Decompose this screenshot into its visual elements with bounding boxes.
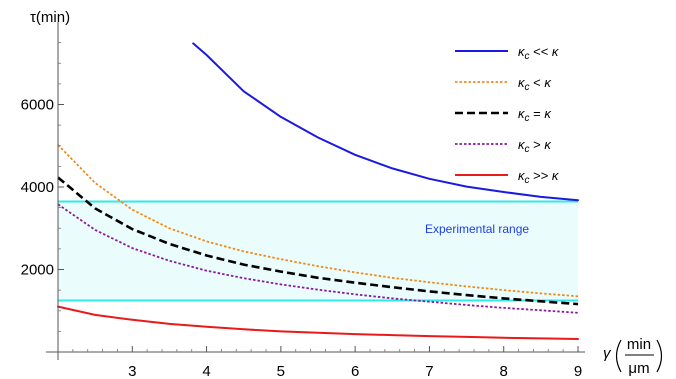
axes: 3 4 5 6 7 8 9 2000 4000 6000 [21, 22, 585, 379]
x-axis-title-left-paren [615, 339, 622, 373]
x-tick-label: 6 [351, 363, 359, 379]
series-line-3 [57, 176, 579, 306]
legend: κc << κ κc < κ κc = κ κc > κ κc >> κ [455, 44, 560, 186]
x-tick-label: 8 [500, 363, 508, 379]
series-line-4 [57, 203, 579, 314]
x-tick-label: 3 [128, 363, 136, 379]
x-axis-title-numerator: min [627, 336, 651, 353]
legend-label-2: κc < κ [518, 75, 552, 93]
x-axis-title: γ min μm [603, 336, 663, 377]
series-layer [57, 42, 579, 340]
x-axis-title-right-paren [656, 339, 663, 373]
experimental-range-fill [58, 201, 578, 301]
x-tick-label: 7 [425, 363, 433, 379]
legend-label-5: κc >> κ [518, 168, 560, 186]
experimental-range-label: Experimental range [425, 222, 529, 236]
series-line-5 [57, 305, 579, 340]
y-axis-title: τ(min) [30, 9, 70, 26]
series-line-1 [192, 42, 579, 202]
y-tick-label: 2000 [21, 262, 54, 279]
x-tick-label: 4 [202, 363, 210, 379]
legend-label-3: κc = κ [518, 106, 552, 124]
y-tick-label: 6000 [21, 97, 54, 114]
x-axis-title-denominator: μm [628, 360, 649, 377]
legend-label-4: κc > κ [518, 137, 552, 155]
experimental-range-region: Experimental range [58, 200, 578, 302]
x-tick-label: 5 [277, 363, 285, 379]
y-tick-label: 4000 [21, 179, 54, 196]
x-tick-label: 9 [574, 363, 582, 379]
tick-layer: 3 4 5 6 7 8 9 2000 4000 6000 [21, 42, 582, 379]
x-axis-title-symbol: γ [603, 345, 612, 362]
legend-label-1: κc << κ [518, 44, 560, 62]
series-line-2 [57, 144, 579, 298]
